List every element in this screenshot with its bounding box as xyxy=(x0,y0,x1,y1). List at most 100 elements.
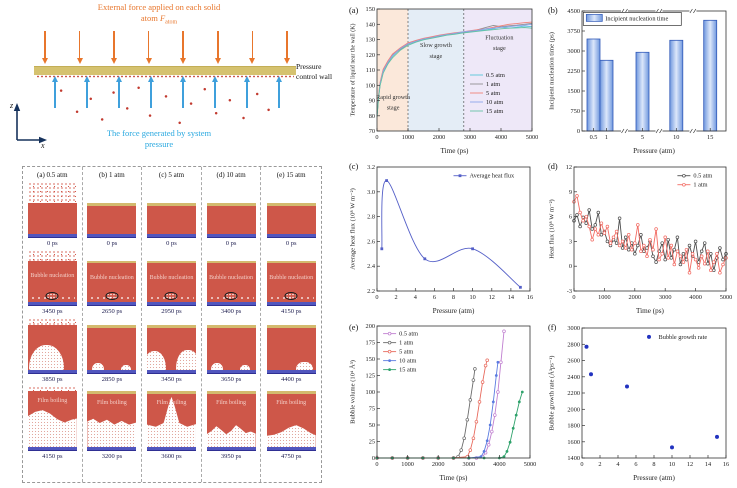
snapshot-time: 2650 ps xyxy=(101,308,123,315)
nucleation-highlight-ellipse xyxy=(284,292,298,300)
snapshot-stage-label: Bubble nucleation xyxy=(149,274,194,281)
snapshot-stage-label: Bubble nucleation xyxy=(269,274,314,281)
pressure-control-wall-label: Pressure control wall xyxy=(296,62,340,82)
vapor-bubble xyxy=(176,349,196,370)
svg-text:8: 8 xyxy=(652,461,655,468)
down-arrow-icon xyxy=(283,31,290,64)
bubble-volume-vs-time-chart: 0 1000 2000 3000 4000 5000 0 25 50 75 100 125 150 175… xyxy=(349,323,537,482)
svg-text:1400: 1400 xyxy=(567,455,580,462)
svg-text:2.4: 2.4 xyxy=(367,263,376,270)
svg-text:16: 16 xyxy=(527,294,533,301)
vapor-bubble xyxy=(239,364,250,370)
svg-text:0: 0 xyxy=(375,461,378,468)
svg-text:8: 8 xyxy=(452,294,455,301)
svg-text:0: 0 xyxy=(372,455,375,462)
svg-text:3000: 3000 xyxy=(567,325,580,332)
svg-text:stage: stage xyxy=(430,53,443,60)
svg-text:4000: 4000 xyxy=(495,134,508,141)
down-arrow-icon xyxy=(249,31,256,64)
svg-text:stage: stage xyxy=(493,45,506,52)
svg-text:3: 3 xyxy=(569,238,572,245)
svg-text:2: 2 xyxy=(598,461,601,468)
svg-text:10: 10 xyxy=(673,134,679,141)
snapshot-column-header: (c) 5 atm xyxy=(158,171,185,179)
snapshot-cell: 0 ps xyxy=(87,182,137,249)
snapshot-time: 0 ps xyxy=(106,240,118,247)
svg-text:120: 120 xyxy=(366,52,375,59)
svg-text:1: 1 xyxy=(605,134,608,141)
snapshot-cell: 4400 ps xyxy=(266,318,316,385)
svg-text:14: 14 xyxy=(705,461,712,468)
svg-text:70: 70 xyxy=(369,128,375,135)
svg-text:1 atm: 1 atm xyxy=(399,340,413,347)
svg-text:0.5 atm: 0.5 atm xyxy=(693,173,712,180)
wall-label-line2: control wall xyxy=(296,72,333,82)
svg-text:14: 14 xyxy=(508,294,515,301)
svg-text:12: 12 xyxy=(566,164,572,171)
snapshot-time: 3850 ps xyxy=(42,376,63,383)
svg-text:15 atm: 15 atm xyxy=(486,108,503,115)
svg-text:50: 50 xyxy=(369,422,375,429)
snapshot-cell: 0 ps xyxy=(266,182,316,249)
liquid-region xyxy=(206,327,256,370)
svg-text:3000: 3000 xyxy=(464,134,477,141)
chart-panel-e: 0 1000 2000 3000 4000 5000 0 25 50 75 100 125 150 175… xyxy=(347,320,540,483)
incipient-nucleation-time-chart: 0.5 1 5 10 15075015002250300037504500Pressur… xyxy=(548,6,727,155)
liquid-region xyxy=(266,327,316,370)
snapshot-panel: Bubble nucleation xyxy=(206,250,256,306)
liquid-region: Bubble nucleation xyxy=(266,263,316,302)
snapshot-panel xyxy=(206,318,256,374)
snapshot-panel xyxy=(266,318,316,374)
z-axis-label: z xyxy=(9,101,14,110)
svg-text:9: 9 xyxy=(569,189,572,196)
snapshot-cell: 0 ps xyxy=(206,182,256,249)
snapshot-column: (d) 10 atm 0 ps Bubble nucleation 3400 ps 36… xyxy=(202,167,262,482)
snapshot-panel: Bubble nucleation xyxy=(27,250,77,306)
snapshot-cell: Film boiling 4750 ps xyxy=(266,386,316,462)
snapshot-cell: Bubble nucleation 2950 ps xyxy=(146,250,196,317)
snapshot-cell: Bubble nucleation 3450 ps xyxy=(27,250,77,317)
snapshot-stage-label: Film boiling xyxy=(216,400,247,407)
snapshot-panel: Film boiling xyxy=(146,386,196,451)
liquid-region xyxy=(87,327,137,370)
snapshot-stage-label: Film boiling xyxy=(37,397,68,404)
liquid-region xyxy=(27,203,77,234)
snapshot-cell: Film boiling 3200 ps xyxy=(87,386,137,462)
snapshot-panel: Film boiling xyxy=(206,386,256,451)
svg-text:15 atm: 15 atm xyxy=(399,367,416,374)
svg-text:5000: 5000 xyxy=(720,294,733,301)
svg-text:5: 5 xyxy=(641,134,644,141)
liquid-region: Film boiling xyxy=(266,393,316,447)
svg-text:0: 0 xyxy=(577,128,580,135)
svg-text:3.2: 3.2 xyxy=(367,164,375,171)
snapshot-cell: 2850 ps xyxy=(87,318,137,385)
svg-text:0: 0 xyxy=(375,134,378,141)
svg-text:5 atm: 5 atm xyxy=(399,349,413,356)
svg-text:5 atm: 5 atm xyxy=(486,90,500,97)
snapshot-stage-label: Film boiling xyxy=(96,400,127,407)
svg-text:4: 4 xyxy=(616,461,620,468)
svg-text:0: 0 xyxy=(569,263,572,270)
chart-panel-f: 0 2 4 6 8 10 12 14 16 1400 1600 1800 2000 2200 2400 260… xyxy=(546,320,734,483)
svg-text:1800: 1800 xyxy=(567,423,580,430)
svg-text:80: 80 xyxy=(369,113,375,120)
snapshot-panel: Bubble nucleation xyxy=(266,250,316,306)
snapshot-time: 4150 ps xyxy=(280,308,302,315)
snapshot-time: 2850 ps xyxy=(101,376,123,383)
snapshot-column: (b) 1 atm 0 ps Bubble nucleation 2650 ps 285… xyxy=(83,167,143,482)
svg-text:6: 6 xyxy=(433,294,436,301)
svg-text:3750: 3750 xyxy=(567,28,580,35)
svg-text:5000: 5000 xyxy=(524,461,537,468)
svg-text:1000: 1000 xyxy=(402,134,415,141)
chart-panel-d: 0 1000 2000 3000 4000 5000 -3 0 3 6 9 12 Time (ps) He… xyxy=(546,159,734,316)
wall-temperature-vs-time-chart: 0 1000 2000 3000 4000 5000 70 80 90 100 110 120 130 1… xyxy=(349,6,539,155)
svg-text:5000: 5000 xyxy=(526,134,539,141)
chart-panel-a: 0 1000 2000 3000 4000 5000 70 80 90 100 110 120 130 1… xyxy=(347,3,540,156)
down-arrow-icon xyxy=(76,31,83,64)
svg-text:3000: 3000 xyxy=(567,48,580,55)
svg-text:100: 100 xyxy=(366,389,375,396)
svg-text:(e): (e) xyxy=(349,323,358,332)
snapshot-time: 0 ps xyxy=(166,240,177,247)
snapshot-panel xyxy=(146,318,196,374)
